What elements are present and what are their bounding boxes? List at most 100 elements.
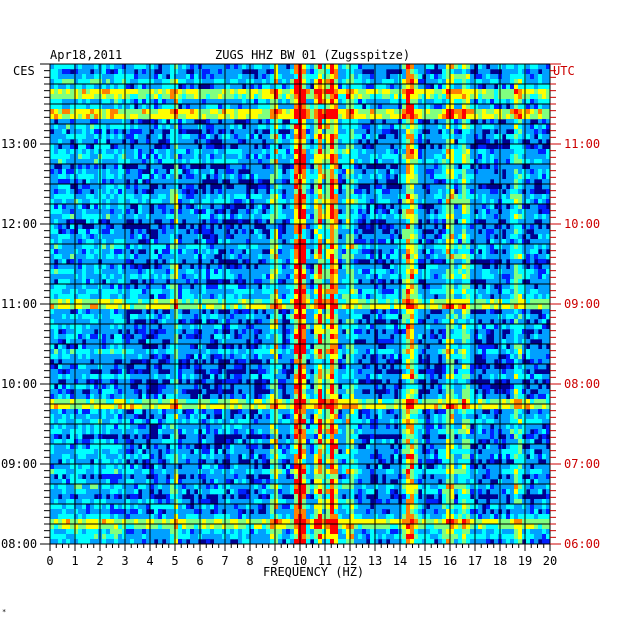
heatmap-cell	[90, 104, 95, 110]
heatmap-cell	[422, 154, 427, 160]
heatmap-cell	[250, 254, 255, 260]
heatmap-cell	[390, 149, 395, 155]
heatmap-cell	[154, 109, 159, 115]
heatmap-cell	[66, 64, 71, 70]
heatmap-cell	[302, 84, 307, 90]
heatmap-cell	[434, 84, 439, 90]
heatmap-cell	[526, 244, 531, 250]
heatmap-cell	[78, 269, 83, 275]
heatmap-cell	[458, 74, 463, 80]
heatmap-cell	[510, 169, 515, 175]
heatmap-cell	[346, 154, 351, 160]
heatmap-cell	[126, 269, 131, 275]
heatmap-cell	[194, 99, 199, 105]
heatmap-cell	[434, 199, 439, 205]
heatmap-cell	[426, 154, 431, 160]
heatmap-cell	[406, 64, 411, 70]
heatmap-cell	[446, 209, 451, 215]
heatmap-cell	[414, 219, 419, 225]
heatmap-cell	[510, 274, 515, 280]
heatmap-cell	[322, 99, 327, 105]
heatmap-cell	[174, 174, 179, 180]
heatmap-cell	[142, 189, 147, 195]
heatmap-cell	[210, 234, 215, 240]
heatmap-cell	[310, 189, 315, 195]
heatmap-cell	[526, 219, 531, 225]
heatmap-cell	[474, 129, 479, 135]
heatmap-cell	[110, 119, 115, 125]
heatmap-cell	[338, 149, 343, 155]
heatmap-cell	[270, 204, 275, 210]
heatmap-cell	[526, 224, 531, 230]
heatmap-cell	[150, 214, 155, 220]
heatmap-cell	[374, 184, 379, 190]
heatmap-cell	[454, 184, 459, 190]
heatmap-cell	[122, 259, 127, 265]
heatmap-cell	[126, 74, 131, 80]
heatmap-cell	[178, 244, 183, 250]
heatmap-cell	[86, 254, 91, 260]
heatmap-cell	[262, 194, 267, 200]
heatmap-cell	[438, 169, 443, 175]
heatmap-cell	[78, 204, 83, 210]
heatmap-cell	[286, 189, 291, 195]
heatmap-cell	[454, 269, 459, 275]
heatmap-cell	[90, 174, 95, 180]
heatmap-cell	[478, 204, 483, 210]
heatmap-cell	[338, 144, 343, 150]
heatmap-cell	[430, 214, 435, 220]
heatmap-cell	[350, 84, 355, 90]
heatmap-cell	[162, 204, 167, 210]
heatmap-cell	[414, 194, 419, 200]
heatmap-cell	[318, 234, 323, 240]
heatmap-cell	[194, 199, 199, 205]
heatmap-cell	[478, 169, 483, 175]
heatmap-cell	[346, 74, 351, 80]
heatmap-cell	[150, 169, 155, 175]
heatmap-cell	[134, 84, 139, 90]
heatmap-cell	[426, 214, 431, 220]
heatmap-cell	[422, 124, 427, 130]
heatmap-cell	[418, 204, 423, 210]
heatmap-cell	[250, 119, 255, 125]
heatmap-cell	[138, 119, 143, 125]
heatmap-cell	[506, 174, 511, 180]
heatmap-cell	[246, 129, 251, 135]
heatmap-cell	[542, 64, 547, 70]
heatmap-cell	[286, 104, 291, 110]
heatmap-cell	[82, 129, 87, 135]
heatmap-cell	[186, 174, 191, 180]
heatmap-cell	[282, 89, 287, 95]
heatmap-cell	[414, 284, 419, 290]
heatmap-cell	[506, 254, 511, 260]
heatmap-cell	[510, 194, 515, 200]
heatmap-cell	[142, 229, 147, 235]
heatmap-cell	[306, 264, 311, 270]
heatmap-cell	[418, 269, 423, 275]
heatmap-cell	[62, 104, 67, 110]
heatmap-cell	[54, 189, 59, 195]
heatmap-cell	[546, 119, 551, 125]
heatmap-cell	[210, 219, 215, 225]
heatmap-cell	[190, 184, 195, 190]
heatmap-cell	[342, 119, 347, 125]
heatmap-cell	[454, 199, 459, 205]
heatmap-cell	[474, 249, 479, 255]
heatmap-cell	[222, 284, 227, 290]
heatmap-cell	[490, 119, 495, 125]
heatmap-cell	[382, 239, 387, 245]
heatmap-cell	[218, 114, 223, 120]
heatmap-cell	[230, 134, 235, 140]
heatmap-cell	[250, 259, 255, 265]
heatmap-cell	[230, 69, 235, 75]
heatmap-cell	[134, 159, 139, 165]
heatmap-cell	[426, 94, 431, 100]
heatmap-cell	[130, 79, 135, 85]
heatmap-cell	[378, 149, 383, 155]
heatmap-cell	[410, 104, 415, 110]
heatmap-cell	[190, 94, 195, 100]
heatmap-cell	[382, 89, 387, 95]
heatmap-cell	[362, 89, 367, 95]
heatmap-cell	[462, 139, 467, 145]
heatmap-cell	[190, 124, 195, 130]
